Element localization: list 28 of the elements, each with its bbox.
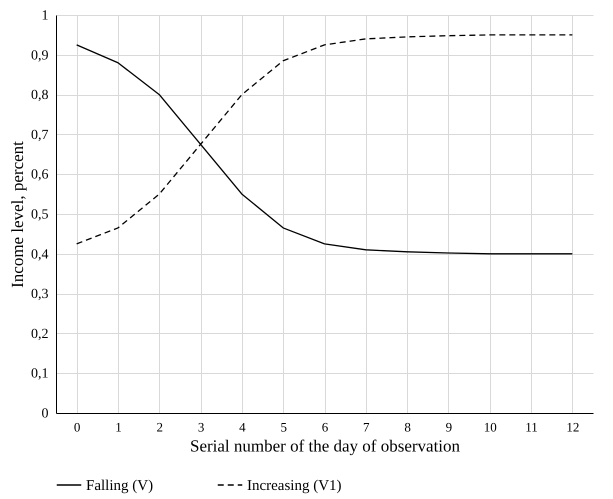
x-tick-label: 11 [525,420,538,434]
y-tick-label: 0,2 [31,326,48,342]
x-tick-label: 1 [115,420,122,434]
x-tick-label: 5 [280,420,287,434]
y-tick-label: 0,1 [31,366,48,382]
y-tick-label: 1 [42,8,48,24]
y-tick-label: 0,6 [31,168,48,183]
legend-label: Falling (V) [86,478,154,494]
x-tick-label: 8 [404,420,411,434]
y-tick-label: 0 [42,406,48,422]
y-tick-label: 0,5 [31,208,48,222]
y-tick-label: 0,8 [31,88,48,104]
x-tick-label: 2 [156,420,164,434]
x-tick-label: 10 [484,420,497,434]
x-tick-label: 9 [446,420,452,434]
y-tick-label: 0,4 [31,247,48,262]
x-tick-label: 3 [198,420,204,434]
y-tick-label: 0,9 [31,48,48,64]
x-tick-label: 12 [566,420,580,434]
x-tick-label: 4 [239,420,246,434]
y-axis-title: Income level, percent [8,140,27,288]
x-tick-label: 7 [363,420,370,434]
x-tick-label: 6 [322,420,329,434]
legend-label: Increasing (V1) [247,478,342,494]
y-tick-label: 0,7 [31,128,48,143]
y-tick-label: 0,3 [31,287,48,302]
x-axis-title: Serial number of the day of observation [190,436,461,456]
x-tick-label: 0 [74,420,80,434]
